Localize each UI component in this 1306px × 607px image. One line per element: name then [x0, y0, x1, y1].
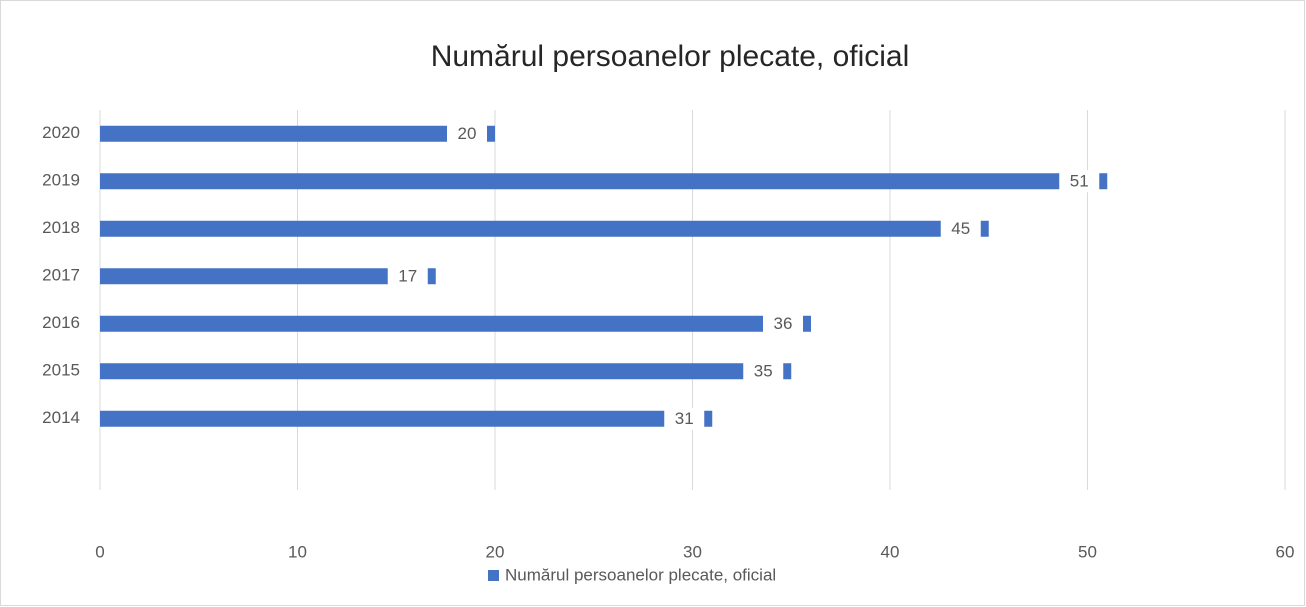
data-label: 35 [754, 362, 773, 381]
x-tick-label: 0 [95, 542, 104, 561]
data-label-bg [763, 312, 803, 335]
data-label-bg [940, 217, 981, 240]
data-label-bg [1059, 170, 1100, 193]
legend-swatch [488, 570, 499, 581]
bar [100, 220, 989, 237]
bar [100, 315, 811, 332]
y-tick-label: 2014 [42, 408, 80, 427]
bar [100, 268, 436, 285]
data-label-bg [664, 407, 705, 430]
x-tick-label: 50 [1078, 542, 1097, 561]
x-tick-label: 60 [1276, 542, 1295, 561]
bar [100, 410, 713, 427]
x-tick-label: 10 [288, 542, 307, 561]
legend-label: Numărul persoanelor plecate, oficial [505, 565, 776, 584]
x-tick-label: 30 [683, 542, 702, 561]
bar [100, 173, 1108, 190]
data-label: 31 [675, 409, 694, 428]
data-label-bg [387, 265, 428, 288]
data-label: 17 [398, 267, 417, 286]
data-label: 20 [458, 124, 477, 143]
data-label-bg [447, 122, 487, 145]
x-tick-label: 40 [881, 542, 900, 561]
bar [100, 363, 792, 380]
data-label: 51 [1070, 172, 1089, 191]
y-tick-label: 2015 [42, 361, 80, 380]
y-tick-label: 2018 [42, 218, 80, 237]
data-label: 45 [951, 219, 970, 238]
y-tick-label: 2016 [42, 313, 80, 332]
y-tick-label: 2020 [42, 123, 80, 142]
chart-title: Numărul persoanelor plecate, oficial [431, 40, 910, 73]
bar [100, 125, 495, 142]
data-label: 36 [774, 314, 793, 333]
data-label-bg [743, 360, 784, 383]
x-tick-label: 20 [486, 542, 505, 561]
y-tick-label: 2017 [42, 266, 80, 285]
y-tick-label: 2019 [42, 171, 80, 190]
